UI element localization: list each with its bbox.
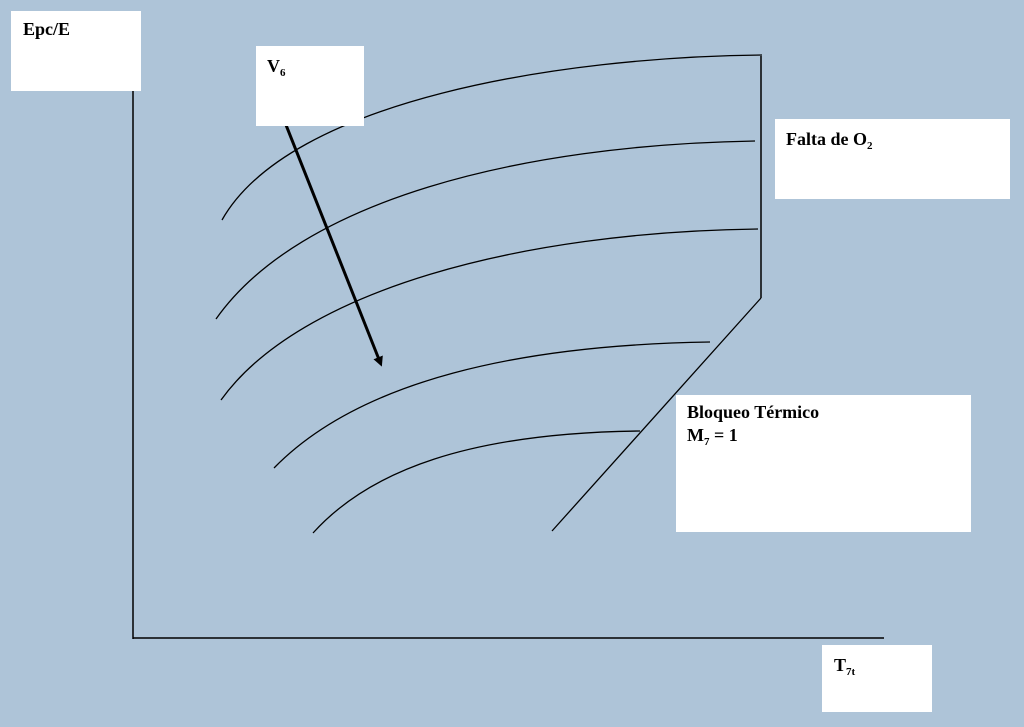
oxygen-label: Falta de O2 <box>786 129 873 152</box>
y-axis-label: Epc/E <box>23 19 71 39</box>
speed-label: V6 <box>267 56 286 79</box>
y-axis-label-box: Epc/E <box>11 11 141 91</box>
x-axis-label-box: T7t <box>822 645 932 712</box>
speed-curve-3 <box>220 228 759 401</box>
speed-curve-1 <box>221 54 763 221</box>
thermal-label: Bloqueo Térmico <box>687 402 820 422</box>
oxygen-label-box: Falta de O2 <box>775 119 1010 199</box>
thermal-limit-line <box>551 297 762 532</box>
speed-curve-4 <box>273 341 711 469</box>
x-axis-label: T7t <box>834 655 856 678</box>
thermal-label-box: Bloqueo Térmico M7 = 1 <box>676 395 971 532</box>
speed-curve-5 <box>312 430 641 534</box>
speed-label-box: V6 <box>256 46 364 126</box>
mach-label: M7 = 1 <box>687 425 738 449</box>
speed-curve-2 <box>215 140 756 320</box>
